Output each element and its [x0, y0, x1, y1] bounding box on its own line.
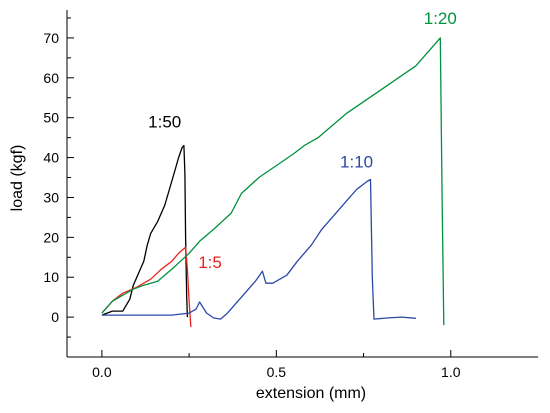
y-axis-title: load (kgf): [9, 145, 26, 212]
series-line-4: [101, 178, 416, 320]
series-label-4: 1:10: [340, 153, 373, 172]
x-tick-label: 0.0: [92, 364, 112, 380]
y-tick-label: 70: [43, 30, 59, 46]
series-label-1: 1:50: [148, 113, 181, 132]
x-tick-label: 0.5: [267, 364, 287, 380]
series-line-1: [101, 144, 189, 318]
series-line-2: [101, 246, 192, 328]
series-label-3: 1:20: [424, 9, 457, 28]
series-line-3: [101, 37, 445, 326]
plot-axes: [66, 10, 538, 358]
series-lines: [101, 37, 445, 328]
x-axis-title: extension (mm): [256, 385, 366, 402]
x-tick-label: 1.0: [441, 364, 461, 380]
y-axis-ticks: 0 10 20 30 40 50 60 70: [43, 17, 74, 338]
y-tick-label: 0: [51, 309, 59, 325]
y-tick-label: 10: [43, 269, 59, 285]
series-annotations: 1:50 1:5 1:20 1:10: [148, 9, 457, 272]
y-tick-label: 60: [43, 70, 59, 86]
y-tick-label: 30: [43, 189, 59, 205]
y-tick-label: 40: [43, 150, 59, 166]
series-label-2: 1:5: [198, 253, 222, 272]
y-tick-label: 20: [43, 229, 59, 245]
y-tick-label: 50: [43, 110, 59, 126]
x-axis-ticks: 0.0 0.5 1.0: [92, 350, 461, 380]
